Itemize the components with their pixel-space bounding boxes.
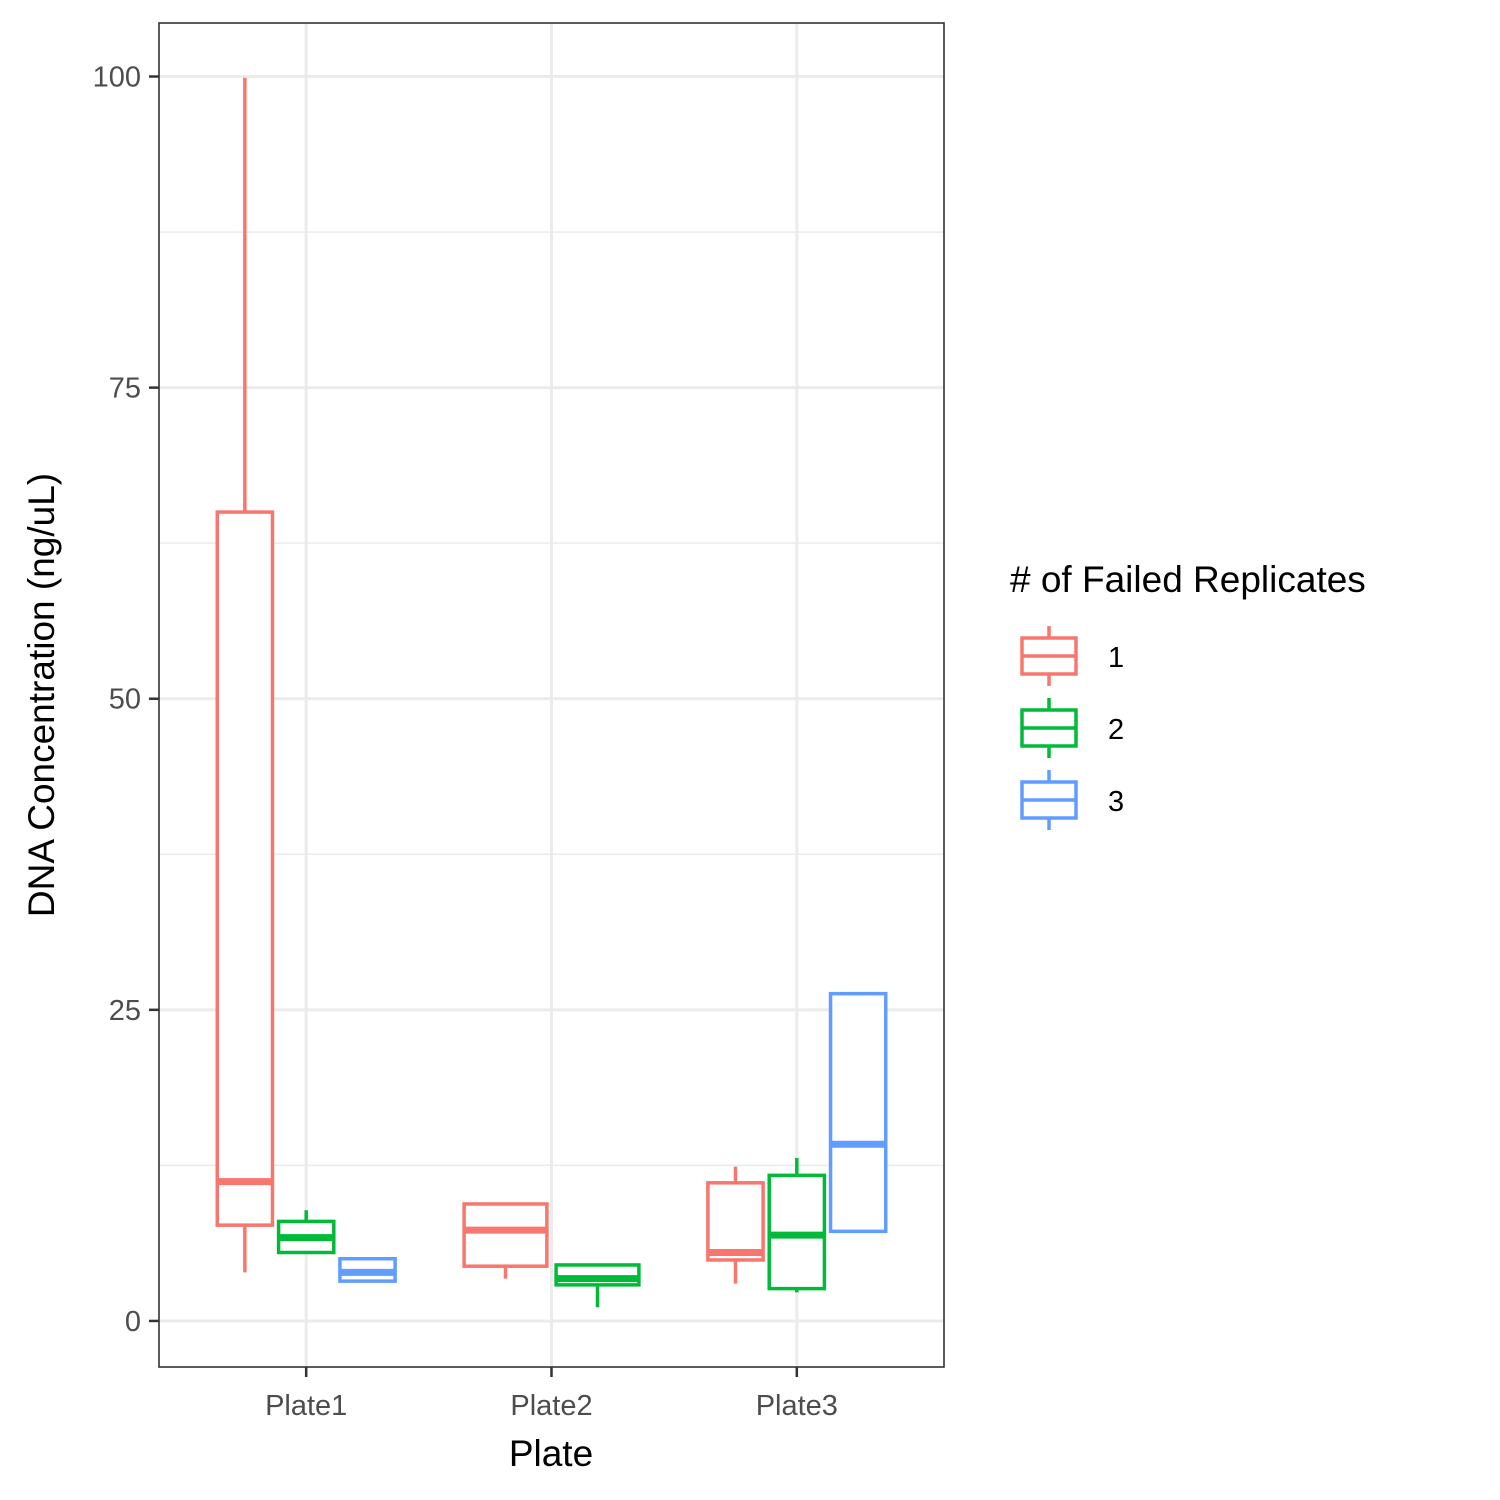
legend-label-3: 3 <box>1108 786 1124 818</box>
y-tick-label: 0 <box>125 1306 141 1338</box>
box-iqr <box>215 510 275 1227</box>
box-iqr <box>828 991 888 1234</box>
x-axis-title: Plate <box>509 1433 593 1474</box>
legend-label-2: 2 <box>1108 714 1124 746</box>
box-2-Plate2 <box>554 1263 641 1308</box>
x-tick-label: Plate3 <box>756 1390 838 1422</box>
legend: # of Failed Replicates 1 2 3 <box>1010 559 1366 830</box>
box-1-Plate3 <box>706 1166 765 1284</box>
y-tick-label: 100 <box>93 62 141 94</box>
series-3 <box>338 991 888 1283</box>
box-1-Plate1 <box>215 77 275 1273</box>
axes-layer: 0 25 50 75 100 Plate1 Plate2 Plate3 <box>93 62 838 1422</box>
box-2-Plate3 <box>767 1157 827 1293</box>
y-tick-label: 25 <box>109 995 141 1027</box>
box-iqr <box>462 1202 549 1268</box>
legend-label-1: 1 <box>1108 642 1124 674</box>
x-tick-label: Plate2 <box>510 1390 592 1422</box>
box-2-Plate1 <box>276 1210 336 1255</box>
box-1-Plate2 <box>462 1202 549 1279</box>
y-axis-title: DNA Concentration (ng/uL) <box>21 473 62 917</box>
y-tick-label: 75 <box>109 373 141 405</box>
boxes-layer <box>215 77 888 1308</box>
legend-key-2 <box>1020 698 1078 758</box>
box-iqr <box>706 1181 765 1262</box>
legend-title: # of Failed Replicates <box>1010 559 1366 600</box>
legend-key-1 <box>1020 626 1078 686</box>
box-3-Plate3 <box>828 991 888 1234</box>
grid-lines <box>159 23 944 1367</box>
series-2 <box>276 1157 827 1308</box>
box-3-Plate1 <box>338 1256 397 1283</box>
series-1 <box>215 77 765 1284</box>
legend-key-3 <box>1020 770 1078 830</box>
x-tick-label: Plate1 <box>265 1390 347 1422</box>
y-tick-label: 50 <box>109 684 141 716</box>
